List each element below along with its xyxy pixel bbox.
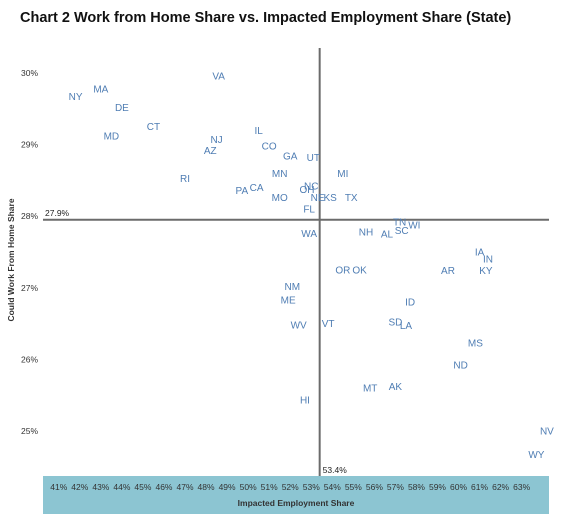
point-label-ok: OK (352, 265, 367, 276)
x-tick-label: 57% (387, 482, 404, 492)
point-label-de: DE (115, 103, 129, 114)
point-label-tx: TX (345, 193, 358, 204)
point-label-ms: MS (468, 338, 483, 349)
x-axis-ticks: 41% 42% 43% 44% 45% 46% 47% 48% 49% 50% 51% 52% 53% 5… (50, 482, 530, 492)
x-tick-label: 50% (240, 482, 257, 492)
point-label-al: AL (381, 230, 394, 241)
point-label-or: OR (335, 265, 350, 276)
point-label-mt: MT (363, 383, 377, 394)
x-tick-label: 53% (303, 482, 320, 492)
x-tick-label: 42% (71, 482, 88, 492)
point-label-ri: RI (180, 174, 190, 185)
x-tick-label: 52% (282, 482, 299, 492)
y-axis-title: Could Work From Home Share (6, 198, 16, 321)
y-tick-label: 26% (21, 354, 38, 364)
point-label-sd: SD (388, 318, 402, 329)
y-axis-ticks: 25% 26% 27% 28% 29% 30% (21, 68, 38, 436)
y-tick-label: 25% (21, 426, 38, 436)
x-tick-label: 60% (450, 482, 467, 492)
x-tick-label: 54% (324, 482, 341, 492)
point-label-md: MD (104, 132, 120, 143)
point-label-ak: AK (389, 382, 403, 393)
x-tick-label: 48% (198, 482, 215, 492)
point-label-wi: WI (408, 220, 420, 231)
point-label-ct: CT (147, 122, 160, 133)
point-label-va: VA (212, 71, 225, 82)
reference-label-x: 53.4% (323, 465, 348, 475)
point-label-in: IN (483, 255, 493, 266)
point-label-la: LA (400, 321, 413, 332)
x-tick-label: 56% (366, 482, 383, 492)
x-tick-label: 46% (155, 482, 172, 492)
point-label-nv: NV (540, 426, 554, 437)
x-tick-label: 45% (134, 482, 151, 492)
point-label-ky: KY (479, 266, 493, 277)
x-tick-label: 41% (50, 482, 67, 492)
point-label-nd: ND (453, 361, 467, 372)
point-label-ga: GA (283, 152, 298, 163)
point-label-mi: MI (337, 169, 348, 180)
chart-title: Chart 2 Work from Home Share vs. Impacte… (20, 10, 512, 26)
y-tick-label: 27% (21, 283, 38, 293)
x-tick-label: 55% (345, 482, 362, 492)
point-label-wv: WV (291, 320, 307, 331)
x-tick-label: 62% (492, 482, 509, 492)
point-label-ar: AR (441, 266, 455, 277)
point-label-il: IL (254, 126, 263, 137)
point-label-nm: NM (285, 282, 301, 293)
point-label-ks: KS (324, 193, 338, 204)
point-label-az: AZ (204, 146, 217, 157)
point-label-id: ID (405, 298, 415, 309)
point-label-nh: NH (359, 227, 373, 238)
x-tick-label: 47% (177, 482, 194, 492)
point-label-mo: MO (272, 193, 288, 204)
x-tick-label: 58% (408, 482, 425, 492)
x-tick-label: 61% (471, 482, 488, 492)
point-label-ut: UT (307, 153, 320, 164)
point-label-wy: WY (528, 450, 544, 461)
x-tick-label: 44% (113, 482, 130, 492)
x-axis-band (43, 476, 549, 514)
point-label-ne: NE (311, 193, 325, 204)
point-label-oh: OH (300, 185, 315, 196)
point-label-nj: NJ (210, 135, 222, 146)
x-axis-title: Impacted Employment Share (238, 498, 355, 508)
x-tick-label: 49% (219, 482, 236, 492)
point-label-ca: CA (250, 183, 264, 194)
point-label-tn: TN (393, 217, 406, 228)
y-tick-label: 28% (21, 211, 38, 221)
point-label-co: CO (262, 142, 277, 153)
point-label-vt: VT (322, 319, 335, 330)
x-tick-label: 51% (261, 482, 278, 492)
x-tick-label: 43% (92, 482, 109, 492)
x-tick-label: 59% (429, 482, 446, 492)
point-label-wa: WA (301, 229, 317, 240)
point-label-ny: NY (69, 92, 83, 103)
y-tick-label: 29% (21, 140, 38, 150)
point-label-sc: SC (395, 226, 409, 237)
point-label-hi: HI (300, 396, 310, 407)
point-label-me: ME (281, 295, 296, 306)
point-label-ma: MA (93, 84, 108, 95)
point-label-fl: FL (303, 205, 315, 216)
point-label-ia: IA (475, 247, 485, 258)
reference-label-y: 27.9% (45, 208, 70, 218)
y-tick-label: 30% (21, 68, 38, 78)
x-tick-label: 63% (513, 482, 530, 492)
point-label-mn: MN (272, 169, 288, 180)
point-label-pa: PA (236, 186, 249, 197)
point-label-nc: NC (304, 182, 318, 193)
